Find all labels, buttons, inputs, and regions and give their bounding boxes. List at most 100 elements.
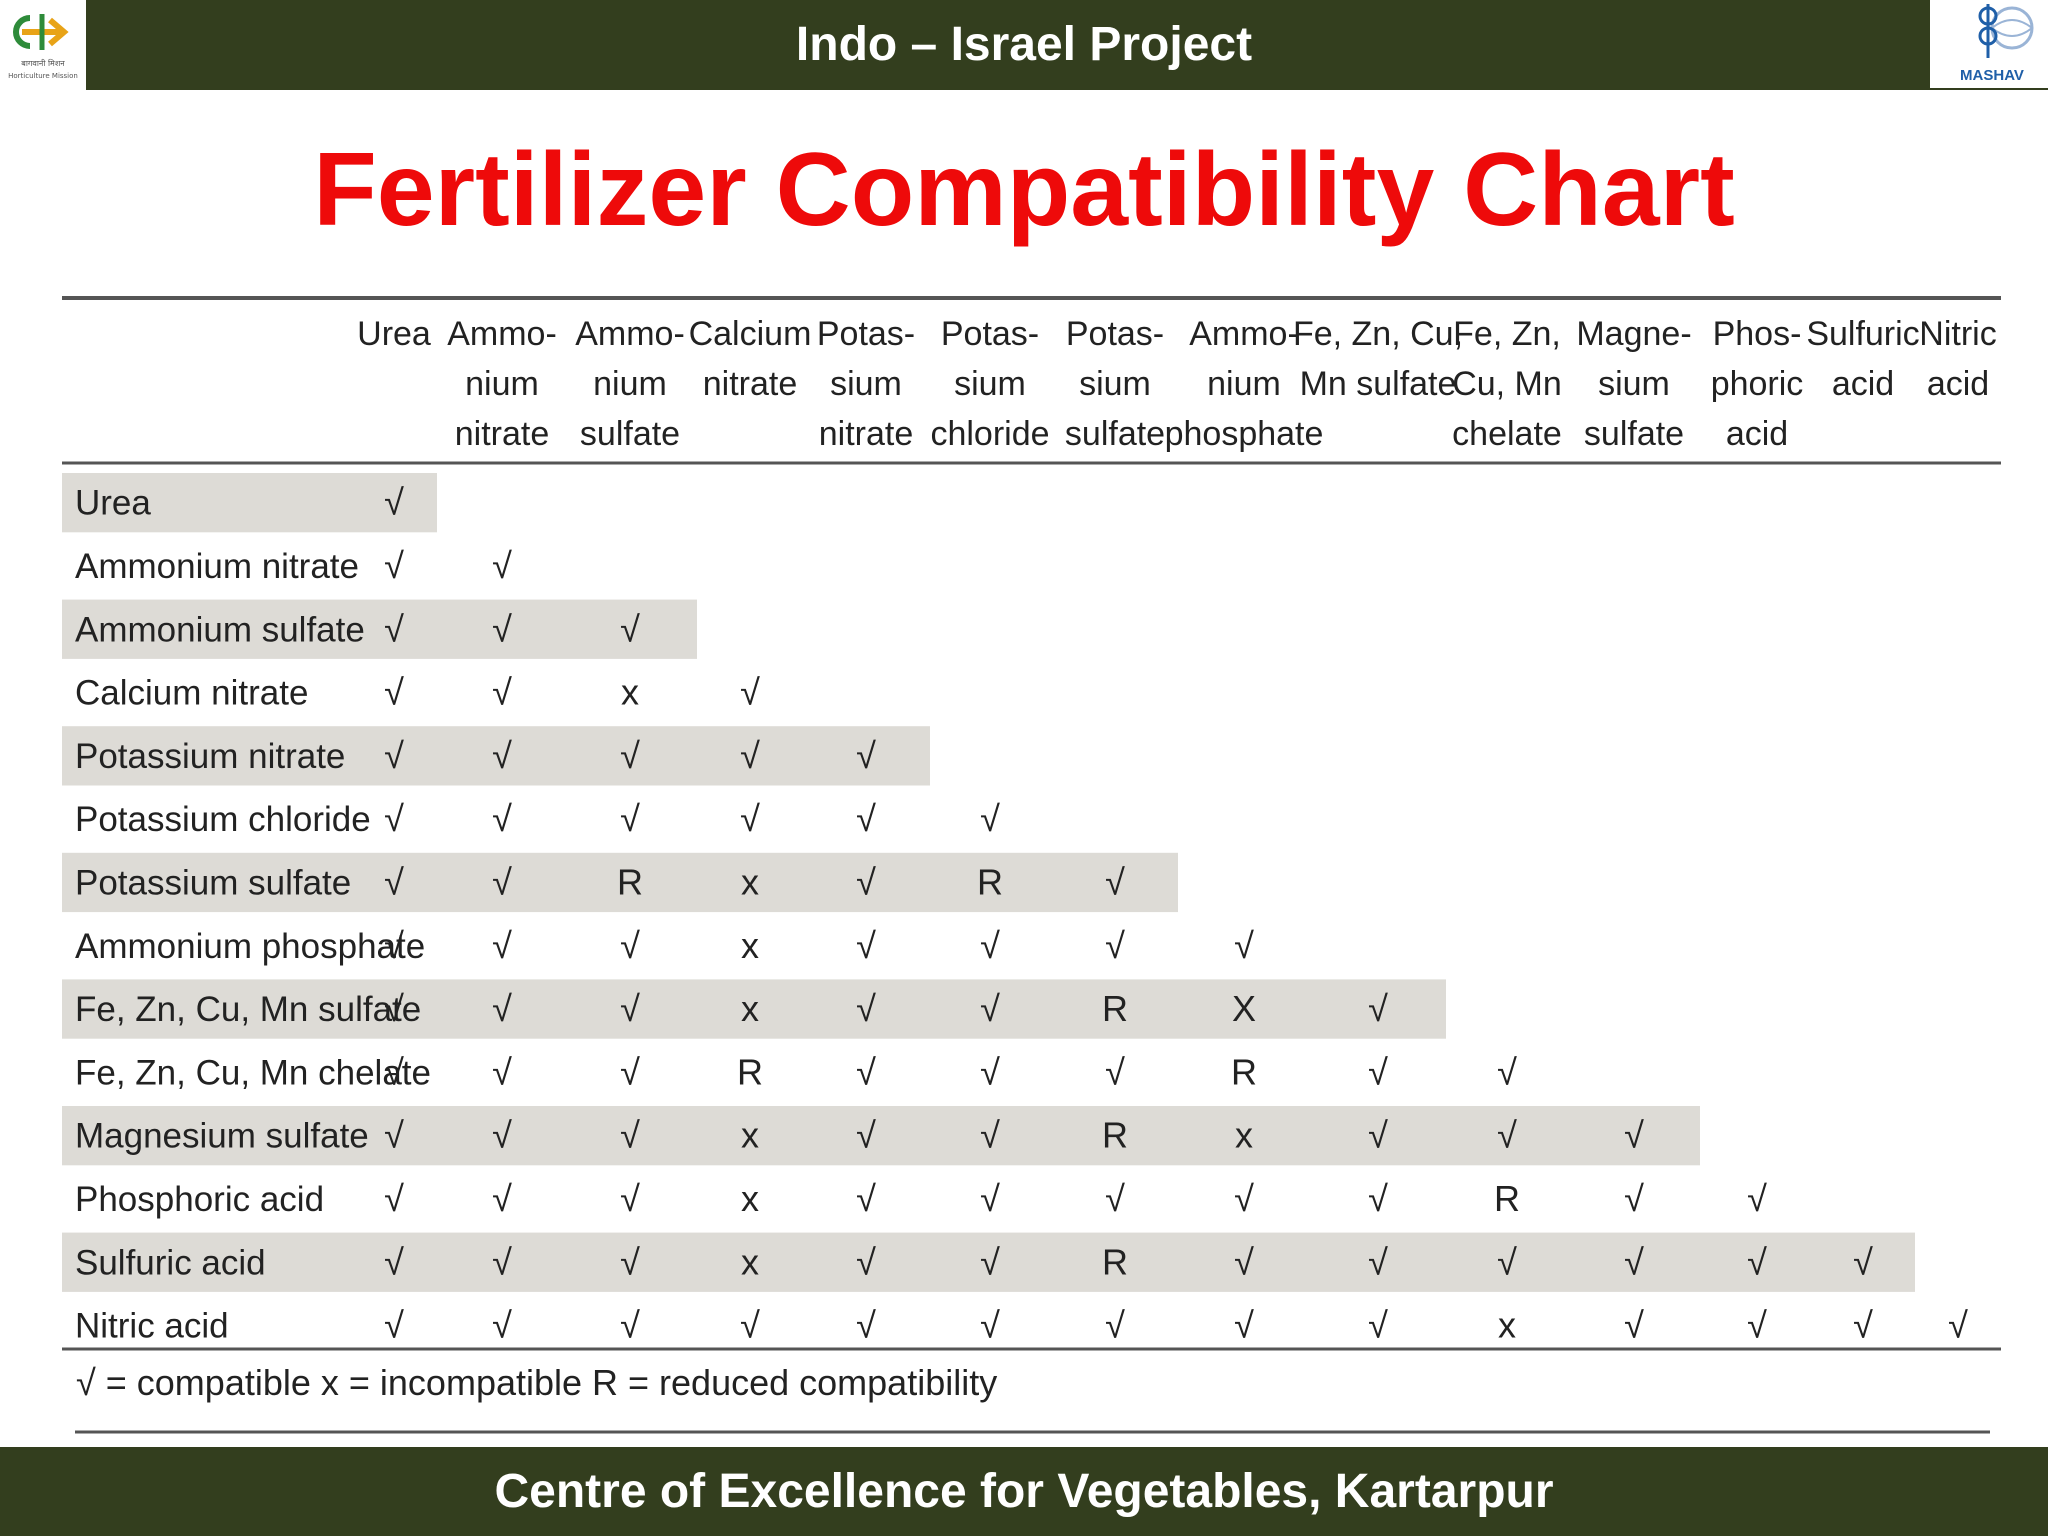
top-bar: [0, 0, 2048, 90]
compatibility-cell: √: [856, 988, 876, 1029]
compatibility-cell: x: [1498, 1305, 1516, 1346]
compatibility-cell: X: [1232, 988, 1256, 1029]
compatibility-cell: x: [741, 988, 759, 1029]
compatibility-cell: √: [1853, 1305, 1873, 1346]
legend: √ = compatible x = incompatible R = redu…: [76, 1362, 997, 1403]
compatibility-cell: √: [856, 1051, 876, 1092]
compatibility-cell: √: [384, 861, 404, 902]
column-header: Ammo-nium phosphate: [1165, 315, 1324, 453]
footer-text: Centre of Excellence for Vegetables, Kar…: [494, 1465, 1554, 1518]
compatibility-cell: √: [1624, 1178, 1644, 1219]
column-header: Phos-phoric acid: [1711, 315, 1804, 453]
row-label: Ammonium phosphate: [75, 927, 425, 966]
compatibility-cell: √: [492, 545, 512, 586]
row-shading: [62, 726, 930, 786]
compatibility-cell: √: [740, 672, 760, 713]
compatibility-cell: √: [384, 545, 404, 586]
row-shading: [62, 599, 697, 659]
row-label: Fe, Zn, Cu, Mn sulfate: [75, 990, 421, 1029]
compatibility-cell: √: [384, 925, 404, 966]
compatibility-cell: √: [620, 1051, 640, 1092]
column-header: Potas-sium sulfate: [1065, 315, 1165, 453]
compatibility-cell: √: [492, 1115, 512, 1156]
compatibility-cell: √: [1234, 925, 1254, 966]
compatibility-cell: √: [856, 798, 876, 839]
compatibility-cell: √: [1497, 1051, 1517, 1092]
row-label: Magnesium sulfate: [75, 1117, 369, 1156]
column-header: Potas-sium nitrate: [817, 315, 915, 453]
compatibility-cell: √: [856, 861, 876, 902]
compatibility-cell: √: [980, 988, 1000, 1029]
row-label: Ammonium sulfate: [75, 610, 365, 649]
compatibility-cell: √: [1105, 1305, 1125, 1346]
compatibility-cell: √: [980, 798, 1000, 839]
compatibility-cell: √: [856, 1241, 876, 1282]
compatibility-cell: √: [1368, 1178, 1388, 1219]
compatibility-cell: √: [384, 1051, 404, 1092]
row-label: Potassium nitrate: [75, 737, 345, 776]
compatibility-cell: √: [384, 1305, 404, 1346]
row-shading: [62, 852, 1178, 913]
compatibility-cell: √: [1234, 1178, 1254, 1219]
compatibility-cell: √: [1624, 1305, 1644, 1346]
compatibility-cell: x: [741, 1241, 759, 1282]
compatibility-cell: √: [1948, 1305, 1968, 1346]
compatibility-cell: √: [620, 608, 640, 649]
compatibility-cell: √: [492, 608, 512, 649]
compatibility-cell: √: [1368, 1115, 1388, 1156]
compatibility-cell: √: [1853, 1241, 1873, 1282]
compatibility-cell: x: [741, 1115, 759, 1156]
compatibility-cell: √: [856, 735, 876, 776]
compatibility-cell: √: [856, 1115, 876, 1156]
row-label: Urea: [75, 484, 151, 523]
compatibility-cell: √: [1747, 1178, 1767, 1219]
compatibility-cell: √: [856, 925, 876, 966]
compatibility-cell: √: [620, 988, 640, 1029]
compatibility-cell: √: [1747, 1305, 1767, 1346]
compatibility-cell: √: [384, 988, 404, 1029]
row-label: Potassium sulfate: [75, 863, 351, 902]
compatibility-cell: √: [1497, 1241, 1517, 1282]
row-label: Nitric acid: [75, 1307, 229, 1346]
project-title: Indo – Israel Project: [795, 18, 1253, 71]
row-label: Fe, Zn, Cu, Mn chelate: [75, 1053, 431, 1092]
compatibility-cell: √: [1368, 1051, 1388, 1092]
compatibility-cell: √: [1497, 1115, 1517, 1156]
compatibility-cell: √: [740, 798, 760, 839]
column-header: Ammo-nium nitrate: [447, 315, 557, 453]
row-label: Potassium chloride: [75, 800, 371, 839]
compatibility-cell: √: [384, 798, 404, 839]
compatibility-cell: √: [620, 925, 640, 966]
compatibility-cell: √: [492, 988, 512, 1029]
compatibility-cell: √: [492, 798, 512, 839]
column-header: Potas-sium chloride: [930, 315, 1049, 453]
compatibility-cell: √: [384, 1241, 404, 1282]
compatibility-cell: √: [1368, 1241, 1388, 1282]
compatibility-cell: √: [492, 861, 512, 902]
row-label: Phosphoric acid: [75, 1180, 324, 1219]
compatibility-cell: √: [1105, 861, 1125, 902]
column-header: Urea: [357, 315, 431, 353]
bottom-bar: Centre of Excellence for Vegetables, Kar…: [0, 1447, 2048, 1536]
compatibility-cell: √: [1747, 1241, 1767, 1282]
left-logo-caption: Horticulture Mission: [8, 72, 78, 80]
compatibility-cell: √: [1624, 1115, 1644, 1156]
compatibility-cell: √: [384, 672, 404, 713]
mashav-logo: MASHAV: [1930, 0, 2048, 88]
compatibility-cell: √: [492, 1241, 512, 1282]
compatibility-cell: √: [980, 1305, 1000, 1346]
compatibility-cell: √: [384, 735, 404, 776]
compatibility-cell: √: [1105, 1051, 1125, 1092]
compatibility-cell: R: [737, 1051, 763, 1092]
chart-title: Fertilizer Compatibility Chart: [313, 132, 1735, 248]
compatibility-cell: R: [617, 861, 643, 902]
compatibility-cell: √: [1368, 1305, 1388, 1346]
compatibility-cell: x: [621, 672, 639, 713]
compatibility-cell: √: [384, 1178, 404, 1219]
compatibility-cell: √: [620, 1241, 640, 1282]
compatibility-cell: √: [1368, 988, 1388, 1029]
horticulture-mission-logo: बागवानी मिशन Horticulture Mission: [0, 0, 86, 90]
compatibility-cell: √: [1234, 1241, 1254, 1282]
column-header: Calcium nitrate: [689, 315, 812, 403]
